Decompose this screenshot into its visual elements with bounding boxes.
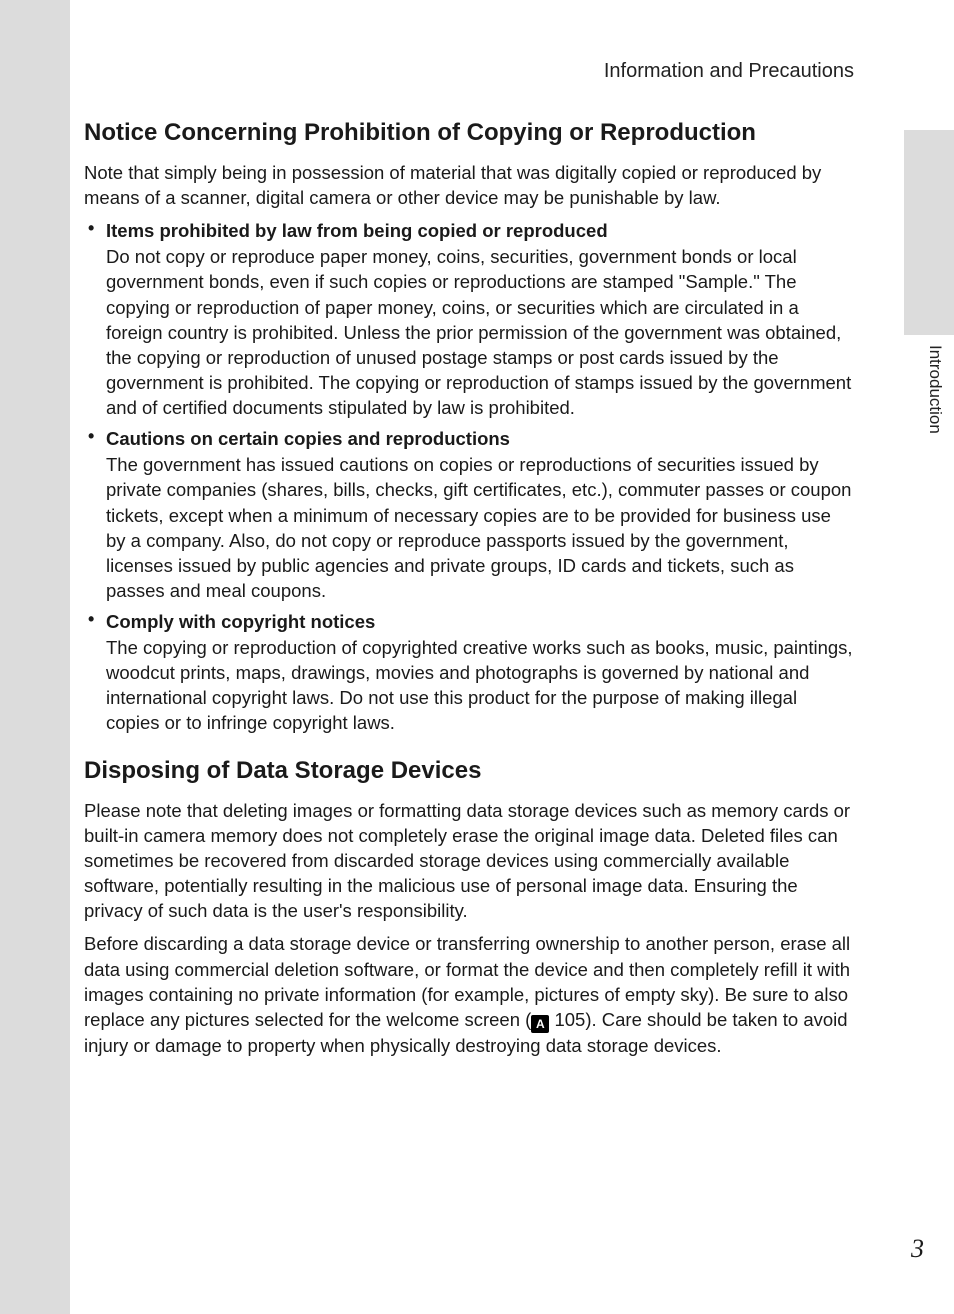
list-item: Items prohibited by law from being copie… [84,218,854,420]
section2-para2: Before discarding a data storage device … [84,931,854,1058]
item-title: Comply with copyright notices [106,609,854,635]
item-body: The government has issued cautions on co… [106,452,854,603]
item-body: The copying or reproduction of copyright… [106,635,854,736]
list-item: Cautions on certain copies and reproduct… [84,426,854,603]
section1-list: Items prohibited by law from being copie… [84,218,854,735]
page-content: Notice Concerning Prohibition of Copying… [70,118,954,1058]
list-item: Comply with copyright notices The copyin… [84,609,854,736]
section2-title: Disposing of Data Storage Devices [84,756,854,786]
item-body: Do not copy or reproduce paper money, co… [106,244,854,420]
item-title: Cautions on certain copies and reproduct… [106,426,854,452]
side-tab-label: Introduction [925,345,945,434]
reference-page: 105 [549,1009,585,1030]
item-title: Items prohibited by law from being copie… [106,218,854,244]
document-page: Information and Precautions Introduction… [70,0,954,1314]
reference-icon: A [531,1015,549,1033]
running-head: Information and Precautions [70,60,954,83]
section2-para1: Please note that deleting images or form… [84,798,854,924]
page-number: 3 [911,1234,924,1264]
section1-lead: Note that simply being in possession of … [84,160,854,210]
section1-title: Notice Concerning Prohibition of Copying… [84,118,854,148]
side-tab-marker [904,130,954,335]
